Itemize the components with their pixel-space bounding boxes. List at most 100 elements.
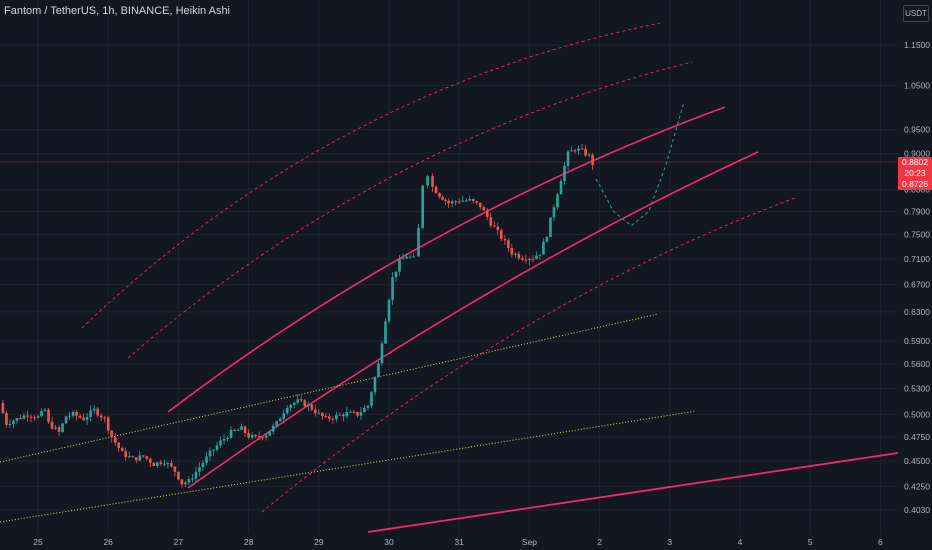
candle-body <box>124 451 128 458</box>
candle-body <box>29 416 33 418</box>
candle-body <box>478 202 482 208</box>
last-price-tag: 0.8802 20:23 0.8726 <box>898 157 932 190</box>
y-tick-label: 0.4030 <box>904 505 930 515</box>
candle-body <box>421 185 424 228</box>
candle-body <box>170 463 173 467</box>
band-outer-lower <box>261 197 796 513</box>
candle-body <box>247 433 250 438</box>
candle-body <box>426 176 429 186</box>
y-tick-label: 0.7500 <box>904 230 930 240</box>
candle-body <box>229 429 233 438</box>
candle-body <box>110 430 114 438</box>
x-tick-label: 4 <box>738 537 743 547</box>
candle-body <box>106 417 110 431</box>
candle-body <box>99 415 103 418</box>
candle-body <box>75 411 78 416</box>
candle-body <box>587 154 591 156</box>
candle-body <box>352 411 356 413</box>
candle-body <box>384 321 387 344</box>
candle-body <box>113 437 117 443</box>
candle-body <box>447 200 450 204</box>
candle-body <box>573 150 577 152</box>
x-tick-label: 31 <box>454 537 464 547</box>
candle-body <box>57 427 61 432</box>
candle-body <box>366 405 370 408</box>
candle-body <box>198 467 201 472</box>
candle-body <box>517 253 521 259</box>
chart-grid <box>0 0 898 534</box>
candle-body <box>54 427 57 429</box>
y-tick-label: 0.9000 <box>904 149 930 159</box>
candle-body <box>387 300 391 322</box>
projection-path <box>595 102 685 227</box>
candle-body <box>500 230 503 240</box>
candle-body <box>194 471 198 479</box>
candle-body <box>78 415 82 418</box>
candle-body <box>184 482 187 485</box>
candle-body <box>127 456 131 458</box>
candle-body <box>485 210 489 218</box>
candle-body <box>219 440 222 446</box>
candle-body <box>507 240 510 249</box>
candle-body <box>92 408 96 411</box>
candle-body <box>531 258 535 260</box>
candle-body <box>142 455 145 457</box>
candle-body <box>349 411 352 413</box>
candle-body <box>201 462 205 468</box>
y-tick-label: 1.0500 <box>904 80 930 90</box>
candle-body <box>457 201 461 203</box>
x-tick-label: 3 <box>667 537 672 547</box>
time-axis-labels: 25 26 27 28 29 30 31 Sep 2 3 4 5 6 <box>33 537 883 547</box>
candle-body <box>299 399 303 401</box>
candle-body <box>243 426 247 434</box>
candle-body <box>303 400 307 407</box>
candle-body <box>461 200 465 202</box>
candle-body <box>278 418 282 422</box>
trend-line-bottom <box>367 452 899 533</box>
price-axis[interactable] <box>898 0 932 550</box>
candle-body <box>514 253 517 255</box>
candle-body <box>163 463 166 465</box>
currency-button[interactable]: USDT <box>903 5 929 22</box>
candle-body <box>584 148 587 156</box>
candle-body <box>33 417 36 419</box>
candle-body <box>212 449 215 451</box>
candle-body <box>82 417 85 421</box>
candle-body <box>566 151 570 166</box>
candle-body <box>394 271 398 278</box>
candle-body <box>370 392 373 406</box>
candle-body <box>271 425 275 432</box>
candle-body <box>363 407 366 413</box>
candle-body <box>538 254 542 256</box>
candle-body <box>345 412 349 417</box>
candle-body <box>261 437 264 439</box>
candle-body <box>145 456 149 459</box>
candle-body <box>68 415 71 417</box>
candle-body <box>570 150 573 152</box>
candle-body <box>335 414 338 420</box>
candle-body <box>285 407 289 414</box>
candle-body <box>240 426 243 430</box>
y-tick-label: 1.1500 <box>904 40 930 50</box>
y-tick-label: 0.5600 <box>904 359 930 369</box>
projection-curve <box>595 102 685 227</box>
candle-body <box>61 423 64 432</box>
candle-body <box>563 165 566 182</box>
band-outer-upper <box>81 22 661 329</box>
candle-body <box>331 418 335 420</box>
candle-body <box>510 248 514 255</box>
candle-body <box>250 434 254 438</box>
x-tick-label: 30 <box>384 537 394 547</box>
time-axis[interactable] <box>0 534 898 550</box>
candle-body <box>159 462 163 465</box>
candle-body <box>173 466 177 472</box>
y-tick-label: 0.4500 <box>904 456 930 466</box>
candle-body <box>180 479 184 485</box>
candle-body <box>496 226 500 231</box>
candle-body <box>12 420 15 425</box>
candle-body <box>431 176 434 187</box>
channel-lines <box>0 22 899 533</box>
candle-body <box>434 186 438 194</box>
candle-body <box>577 148 580 151</box>
